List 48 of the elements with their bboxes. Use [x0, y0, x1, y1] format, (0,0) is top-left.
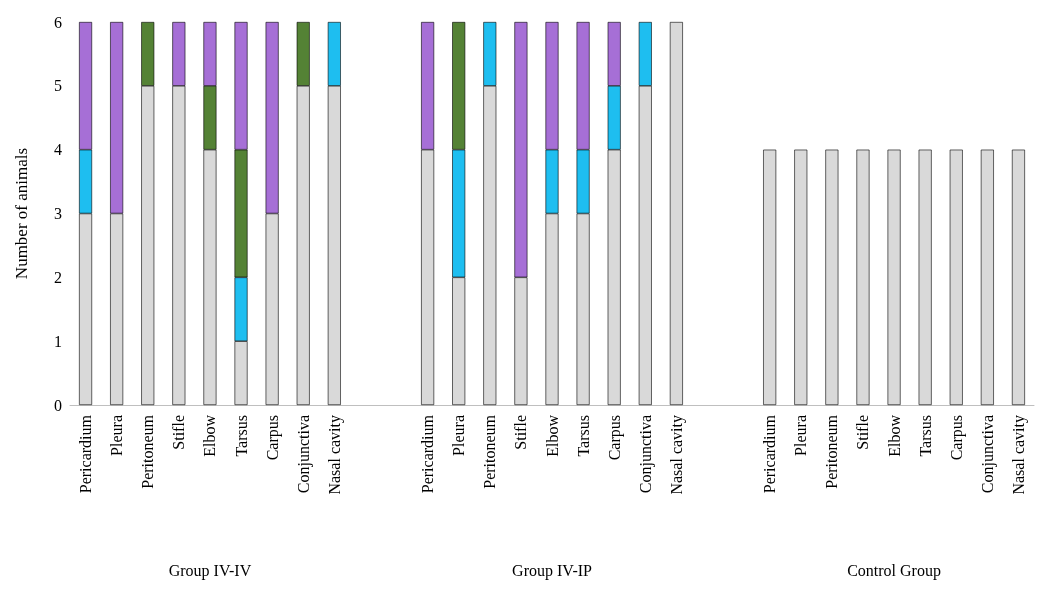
- y-tick-label: 1: [54, 332, 62, 350]
- x-tick-label: Pericardium: [419, 414, 437, 494]
- x-tick-label: Elbow: [543, 414, 561, 457]
- x-tick-label: Carpus: [263, 415, 282, 461]
- x-tick-label: Pericardium: [761, 414, 779, 494]
- bar: [980, 149, 994, 405]
- x-tick-label: Conjunctiva: [978, 415, 997, 494]
- x-tick-label: Carpus: [947, 415, 966, 461]
- x-tick-label: Tarsus: [232, 415, 250, 457]
- x-tick-label: Pleura: [108, 415, 126, 456]
- x-tick-label: Elbow: [201, 414, 219, 457]
- text: Group IV-IP: [512, 561, 593, 580]
- x-tick-label: Peritoneum: [823, 414, 841, 489]
- y-tick-label: 0: [54, 396, 62, 414]
- x-tick-label: Stifle: [512, 415, 530, 450]
- y-tick-label: 3: [54, 205, 62, 222]
- bar: [794, 149, 808, 405]
- x-tick-label: Tarsus: [916, 415, 934, 457]
- x-tick-label: Pleura: [792, 415, 810, 456]
- x-tick-label: Stifle: [170, 415, 188, 450]
- text: Group IV-IV: [168, 561, 252, 580]
- x-tick-label: Peritoneum: [481, 414, 499, 489]
- bar: [918, 149, 932, 405]
- bar: [887, 149, 901, 405]
- x-tick-label: Conjunctiva: [636, 415, 655, 494]
- x-tick-label: Conjunctiva: [294, 415, 313, 494]
- y-tick-label: 4: [54, 141, 62, 159]
- x-tick-label: Pericardium: [77, 414, 95, 494]
- x-tick-label: Pleura: [450, 415, 468, 456]
- bar: [669, 22, 683, 405]
- y-tick-label: 5: [54, 77, 62, 95]
- text: Control Group: [847, 561, 941, 580]
- bar: [1011, 149, 1025, 405]
- x-tick-label: Elbow: [885, 414, 903, 457]
- bar: [763, 149, 777, 405]
- y-tick-label: 6: [54, 13, 62, 31]
- bar: [825, 149, 839, 405]
- x-tick-label: Nasal cavity: [1009, 415, 1028, 495]
- x-tick-label: Tarsus: [574, 415, 592, 457]
- x-tick-label: Nasal cavity: [667, 415, 686, 495]
- y-axis-title: Number of animals: [12, 147, 31, 280]
- x-tick-label: Nasal cavity: [325, 415, 344, 495]
- x-tick-label: Carpus: [605, 415, 624, 461]
- y-tick-label: 2: [54, 268, 62, 286]
- bar: [856, 149, 870, 405]
- bar: [949, 149, 963, 405]
- x-tick-label: Peritoneum: [139, 414, 157, 489]
- x-tick-label: Stifle: [854, 415, 872, 450]
